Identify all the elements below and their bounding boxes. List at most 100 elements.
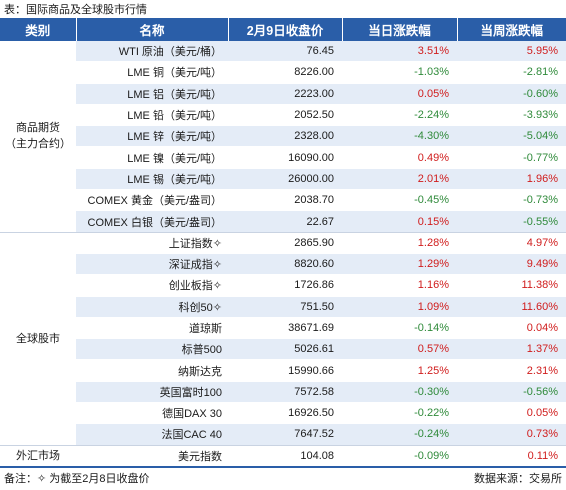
week-change-cell: 1.96% bbox=[457, 168, 566, 191]
table-row: 道琼斯 38671.69 -0.14% 0.04% bbox=[0, 317, 566, 340]
day-change-cell: -0.24% bbox=[342, 423, 457, 446]
day-change-cell: 0.49% bbox=[342, 146, 457, 169]
header-week-change: 当周涨跌幅 bbox=[457, 18, 566, 41]
name-cell: LME 铜（美元/吨） bbox=[76, 61, 228, 84]
market-table: 类别 名称 2月9日收盘价 当日涨跌幅 当周涨跌幅 商品期货 （主力合约） WTI … bbox=[0, 18, 566, 468]
close-price-cell: 76.45 bbox=[228, 41, 342, 63]
table-row: LME 锌（美元/吨） 2328.00 -4.30% -5.04% bbox=[0, 125, 566, 148]
week-change-cell: 5.95% bbox=[457, 41, 566, 63]
table-row: LME 锡（美元/吨） 26000.00 2.01% 1.96% bbox=[0, 168, 566, 191]
week-change-cell: 9.49% bbox=[457, 253, 566, 276]
day-change-cell: -0.45% bbox=[342, 189, 457, 212]
name-cell: LME 镍（美元/吨） bbox=[76, 146, 228, 169]
close-price-cell: 7572.58 bbox=[228, 381, 342, 404]
name-cell: LME 锌（美元/吨） bbox=[76, 125, 228, 148]
week-change-cell: -0.55% bbox=[457, 210, 566, 233]
table-row: 法国CAC 40 7647.52 -0.24% 0.73% bbox=[0, 423, 566, 446]
category-label: 外汇市场 bbox=[16, 449, 60, 462]
week-change-cell: 2.31% bbox=[457, 359, 566, 382]
week-change-cell: 1.37% bbox=[457, 338, 566, 361]
category-label: 全球股市 bbox=[16, 332, 60, 345]
close-price-cell: 15990.66 bbox=[228, 359, 342, 382]
name-cell: 道琼斯 bbox=[76, 317, 228, 340]
table-row: LME 镍（美元/吨） 16090.00 0.49% -0.77% bbox=[0, 146, 566, 169]
week-change-cell: 0.11% bbox=[457, 445, 566, 468]
table-caption: 表：国际商品及全球股市行情 bbox=[4, 4, 147, 16]
name-cell: 德国DAX 30 bbox=[76, 402, 228, 425]
name-cell: 美元指数 bbox=[76, 445, 228, 468]
header-day-change: 当日涨跌幅 bbox=[342, 18, 458, 41]
close-price-cell: 8226.00 bbox=[228, 61, 342, 84]
table-row: 英国富时100 7572.58 -0.30% -0.56% bbox=[0, 381, 566, 404]
day-change-cell: 1.29% bbox=[342, 253, 457, 276]
close-price-cell: 2052.50 bbox=[228, 104, 342, 127]
week-change-cell: 11.60% bbox=[457, 296, 566, 318]
close-price-cell: 1726.86 bbox=[228, 274, 342, 297]
name-cell: COMEX 黄金（美元/盎司） bbox=[76, 189, 228, 212]
table-row: COMEX 白银（美元/盎司） 22.67 0.15% -0.55% bbox=[0, 210, 566, 233]
header-row: 类别 名称 2月9日收盘价 当日涨跌幅 当周涨跌幅 bbox=[0, 18, 566, 41]
category-cell: 商品期货 （主力合约） bbox=[0, 41, 76, 233]
day-change-cell: 3.51% bbox=[342, 41, 457, 63]
day-change-cell: -0.14% bbox=[342, 317, 457, 340]
close-price-cell: 5026.61 bbox=[228, 338, 342, 361]
table-row: 商品期货 （主力合约） WTI 原油（美元/桶） 76.45 3.51% 5.95% bbox=[0, 41, 566, 233]
data-source: 数据来源：交易所 bbox=[474, 473, 562, 485]
category-label: （主力合约） bbox=[5, 138, 71, 151]
day-change-cell: -0.09% bbox=[342, 445, 457, 468]
header-name: 名称 bbox=[76, 18, 229, 41]
day-change-cell: 1.25% bbox=[342, 359, 457, 382]
close-price-cell: 2038.70 bbox=[228, 189, 342, 212]
day-change-cell: -0.30% bbox=[342, 381, 457, 404]
day-change-cell: -4.30% bbox=[342, 125, 457, 148]
name-cell: LME 铝（美元/吨） bbox=[76, 83, 228, 105]
name-cell: 深证成指✧ bbox=[76, 253, 228, 276]
table-row: LME 铝（美元/吨） 2223.00 0.05% -0.60% bbox=[0, 83, 566, 105]
week-change-cell: 11.38% bbox=[457, 274, 566, 297]
close-price-cell: 104.08 bbox=[228, 445, 342, 468]
day-change-cell: -1.03% bbox=[342, 61, 457, 84]
table-body: 商品期货 （主力合约） WTI 原油（美元/桶） 76.45 3.51% 5.95% LME… bbox=[0, 41, 566, 468]
day-change-cell: -2.24% bbox=[342, 104, 457, 127]
close-price-cell: 16090.00 bbox=[228, 146, 342, 169]
close-price-cell: 2223.00 bbox=[228, 83, 342, 105]
week-change-cell: 0.04% bbox=[457, 317, 566, 340]
name-cell: 法国CAC 40 bbox=[76, 423, 228, 446]
name-cell: LME 铅（美元/吨） bbox=[76, 104, 228, 127]
week-change-cell: 4.97% bbox=[457, 232, 566, 254]
category-cell: 全球股市 bbox=[0, 232, 76, 446]
name-cell: WTI 原油（美元/桶） bbox=[76, 41, 228, 63]
category-label: 商品期货 bbox=[16, 122, 60, 135]
week-change-cell: -2.81% bbox=[457, 61, 566, 84]
day-change-cell: 0.05% bbox=[342, 83, 457, 105]
close-price-cell: 22.67 bbox=[228, 210, 342, 233]
header-close: 2月9日收盘价 bbox=[228, 18, 343, 41]
close-price-cell: 2865.90 bbox=[228, 232, 342, 254]
table-row: 标普500 5026.61 0.57% 1.37% bbox=[0, 338, 566, 361]
day-change-cell: 1.28% bbox=[342, 232, 457, 254]
name-cell: 标普500 bbox=[76, 338, 228, 361]
day-change-cell: 0.57% bbox=[342, 338, 457, 361]
table-row: LME 铜（美元/吨） 8226.00 -1.03% -2.81% bbox=[0, 61, 566, 84]
close-price-cell: 7647.52 bbox=[228, 423, 342, 446]
name-cell: 上证指数✧ bbox=[76, 232, 228, 254]
name-cell: 纳斯达克 bbox=[76, 359, 228, 382]
close-price-cell: 8820.60 bbox=[228, 253, 342, 276]
table-row: COMEX 黄金（美元/盎司） 2038.70 -0.45% -0.73% bbox=[0, 189, 566, 212]
day-change-cell: 1.16% bbox=[342, 274, 457, 297]
day-change-cell: 2.01% bbox=[342, 168, 457, 191]
name-cell: 创业板指✧ bbox=[76, 274, 228, 297]
close-price-cell: 2328.00 bbox=[228, 125, 342, 148]
table-row: 深证成指✧ 8820.60 1.29% 9.49% bbox=[0, 253, 566, 276]
week-change-cell: 0.05% bbox=[457, 402, 566, 425]
day-change-cell: 1.09% bbox=[342, 296, 457, 318]
table-row: LME 铅（美元/吨） 2052.50 -2.24% -3.93% bbox=[0, 104, 566, 127]
table-row: 纳斯达克 15990.66 1.25% 2.31% bbox=[0, 359, 566, 382]
week-change-cell: -0.77% bbox=[457, 146, 566, 169]
table-row: 创业板指✧ 1726.86 1.16% 11.38% bbox=[0, 274, 566, 297]
table-row: 外汇市场 美元指数 104.08 -0.09% 0.11% bbox=[0, 445, 566, 468]
name-cell: COMEX 白银（美元/盎司） bbox=[76, 210, 228, 233]
name-cell: LME 锡（美元/吨） bbox=[76, 168, 228, 191]
name-cell: 英国富时100 bbox=[76, 381, 228, 404]
close-price-cell: 16926.50 bbox=[228, 402, 342, 425]
